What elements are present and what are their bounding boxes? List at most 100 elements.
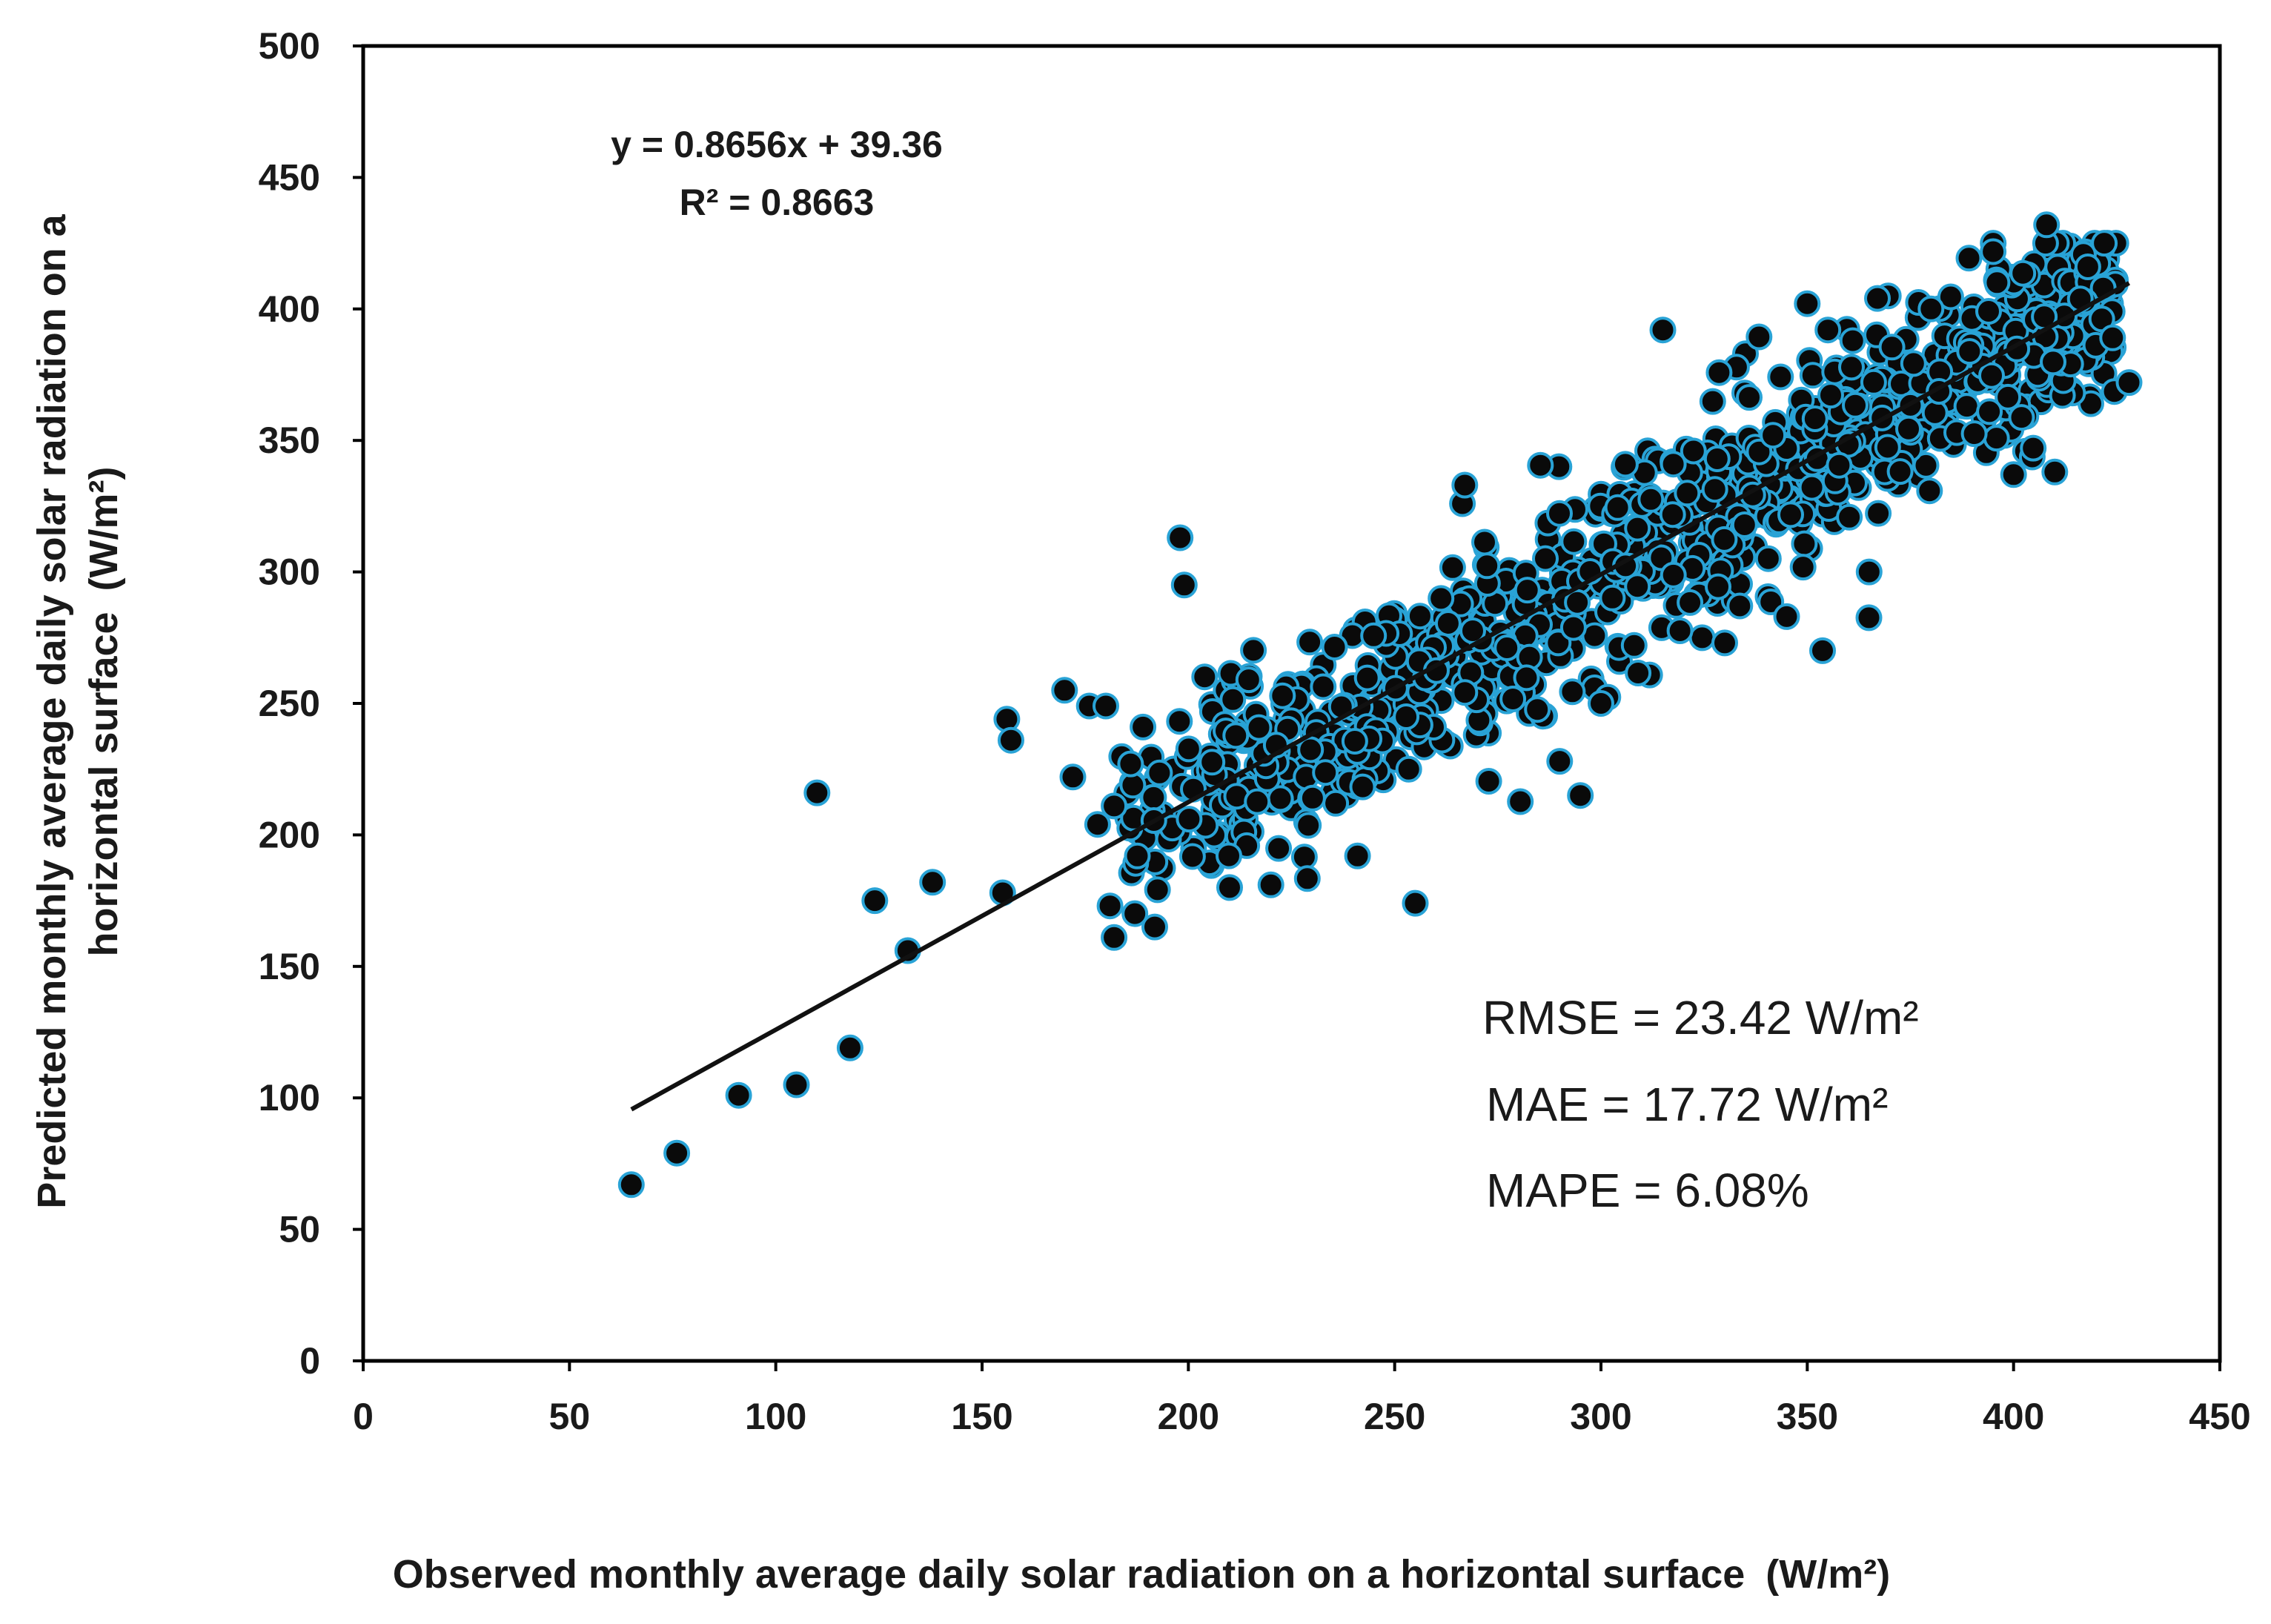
data-point: [1093, 692, 1119, 720]
data-point: [919, 869, 946, 896]
data-point: [1507, 788, 1534, 815]
data-point: [1978, 362, 2005, 389]
data-point: [1199, 749, 1226, 776]
data-point: [1245, 714, 1273, 741]
data-point: [1760, 422, 1787, 449]
data-point: [1731, 511, 1758, 538]
data-point: [1322, 789, 1350, 817]
data-point: [1767, 363, 1794, 391]
data-point: [1191, 663, 1219, 691]
y-tick-label: 100: [259, 1077, 320, 1118]
data-point: [1773, 603, 1800, 630]
data-point: [1434, 610, 1462, 637]
data-point: [1299, 784, 1326, 812]
data-point: [1745, 323, 1773, 351]
x-tick-label: 400: [1983, 1396, 2044, 1437]
x-tick-label: 0: [353, 1396, 374, 1437]
data-point: [1839, 327, 1866, 354]
data-point: [1176, 806, 1203, 833]
x-tick-label: 200: [1158, 1396, 1219, 1437]
data-point: [1809, 637, 1836, 664]
data-point: [1560, 528, 1588, 555]
data-point: [1838, 354, 1865, 381]
data-point: [1599, 584, 1626, 612]
y-axis-title: Predicted monthly average daily solar ra…: [30, 213, 126, 1208]
data-point: [1736, 384, 1763, 411]
data-point: [1175, 735, 1202, 763]
data-point: [1117, 750, 1144, 778]
data-point: [1146, 759, 1173, 786]
data-point: [1705, 359, 1733, 386]
data-point: [2008, 404, 2035, 431]
data-point: [1878, 334, 1906, 361]
data-point: [1701, 476, 1728, 503]
data-point: [1513, 664, 1540, 692]
data-point: [1216, 874, 1243, 901]
data-point: [1624, 573, 1651, 600]
data-point: [1745, 438, 1773, 465]
data-point: [1353, 664, 1381, 692]
trendline-equation: y = 0.8656x + 39.36: [611, 124, 943, 165]
data-point: [2099, 324, 2126, 351]
y-tick-label: 450: [259, 156, 320, 198]
data-point: [1101, 924, 1128, 951]
data-point: [1524, 696, 1551, 723]
x-tick-label: 250: [1364, 1396, 1425, 1437]
data-point: [1960, 420, 1988, 448]
data-point: [1051, 677, 1078, 704]
data-point: [1101, 792, 1128, 820]
y-tick-label: 50: [279, 1209, 320, 1250]
data-point: [1754, 545, 1782, 572]
data-point: [1637, 485, 1665, 513]
data-point: [1937, 283, 1964, 311]
data-point: [803, 779, 831, 806]
data-point: [2074, 253, 2101, 280]
data-point: [1953, 393, 1980, 420]
data-point: [1886, 458, 1914, 485]
data-point: [2091, 230, 2118, 257]
data-point: [2000, 461, 2027, 488]
rmse-label: RMSE = 23.42 W/m²: [1482, 991, 1919, 1044]
data-point: [1659, 501, 1686, 528]
data-point: [1620, 632, 1648, 659]
data-point: [1860, 368, 1887, 396]
data-point: [1393, 703, 1420, 730]
y-axis-title-line1: Predicted monthly average daily solar ra…: [30, 213, 74, 1208]
data-point: [1244, 788, 1271, 815]
data-point: [1235, 666, 1262, 694]
data-point: [1166, 708, 1193, 735]
data-point: [1955, 245, 1983, 272]
data-point: [1814, 316, 1842, 344]
data-point: [1624, 514, 1651, 542]
data-point: [1240, 637, 1267, 664]
data-point: [1451, 679, 1479, 706]
data-point: [1096, 892, 1124, 920]
data-point: [1976, 398, 2003, 425]
data-point: [1514, 577, 1541, 604]
x-tick-label: 50: [549, 1396, 591, 1437]
data-point: [1705, 573, 1731, 600]
data-point: [1360, 622, 1388, 649]
data-point: [1170, 571, 1198, 599]
data-point: [1711, 629, 1738, 657]
data-point: [1344, 842, 1371, 869]
data-point: [1980, 238, 2007, 265]
data-point: [2041, 458, 2069, 485]
data-point: [1559, 614, 1587, 641]
data-point: [1864, 285, 1891, 312]
data-point: [1312, 759, 1339, 786]
r-squared-label: R² = 0.8663: [680, 182, 875, 223]
data-point: [1124, 842, 1151, 869]
data-point: [836, 1034, 863, 1061]
x-tick-label: 300: [1570, 1396, 1631, 1437]
data-point: [1167, 524, 1194, 551]
data-point: [1546, 500, 1573, 527]
data-point: [1625, 660, 1652, 686]
y-tick-label: 400: [259, 288, 320, 330]
x-axis-title-text: Observed monthly average daily solar rad…: [393, 1552, 1745, 1597]
data-point: [1293, 865, 1321, 892]
data-point: [1865, 500, 1892, 527]
y-axis-title-unit: (W/m²): [82, 466, 126, 591]
data-point: [1842, 391, 1869, 419]
data-point: [1711, 526, 1738, 553]
